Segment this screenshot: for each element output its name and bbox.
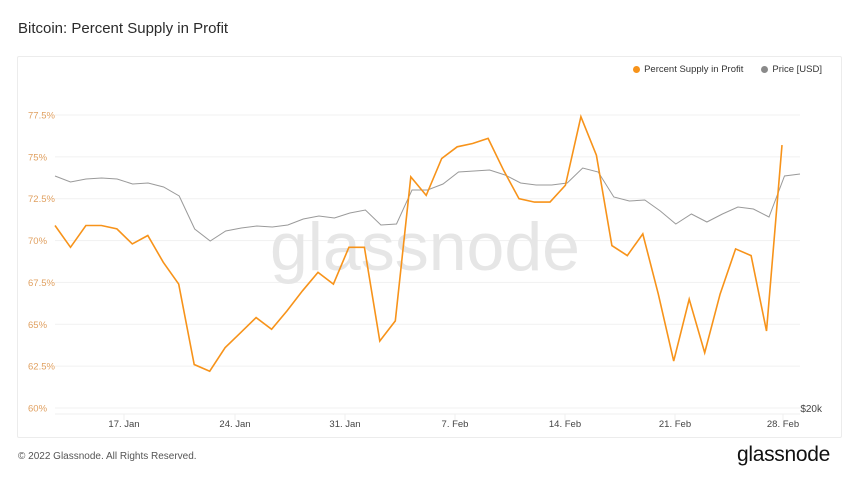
legend-item-price[interactable]: Price [USD] [761,64,822,75]
y-tick-label: 62.5% [28,362,55,373]
y-tick-label: 75% [28,152,48,163]
y-tick-label: 70% [28,236,48,247]
price-series-line [54,167,801,242]
legend-dot-orange-icon [633,66,641,73]
legend-label: Percent Supply in Profit [644,64,744,75]
chart-legend: Percent Supply in Profit Price [USD] [633,64,822,75]
y-tick-label: 77.5% [28,111,55,122]
grid-lines [55,114,800,415]
y-tick-label: 60% [28,404,48,415]
legend-item-supply-in-profit[interactable]: Percent Supply in Profit [633,64,743,75]
x-axis: 17. Jan 24. Jan 31. Jan 7. Feb 14. Feb 21. Fe… [108,414,799,430]
page-title: Bitcoin: Percent Supply in Profit [18,20,229,37]
x-tick-label: 17. Jan [108,419,139,430]
x-tick-label: 28. Feb [767,419,799,430]
x-tick-label: 7. Feb [442,419,469,430]
x-tick-label: 24. Jan [219,419,250,430]
legend-dot-grey-icon [761,66,769,73]
legend-label: Price [USD] [772,64,822,75]
watermark-logo: glassnode [270,209,580,285]
y-tick-label: 72.5% [28,194,55,205]
x-tick-label: 31. Jan [329,419,360,430]
x-tick-label: 14. Feb [549,419,581,430]
copyright-text: © 2022 Glassnode. All Rights Reserved. [18,451,197,462]
supply-in-profit-series-line [54,114,783,373]
glassnode-logo: glassnode [736,443,830,466]
y-axis-left: 77.5% 75% 72.5% 70% 67.5% 65% 62.5% 60% [28,111,55,415]
x-tick-label: 21. Feb [659,419,691,430]
y-tick-label: 67.5% [28,278,55,289]
y-tick-label: 65% [28,320,48,331]
y-axis-right-label: $20k [800,404,823,415]
